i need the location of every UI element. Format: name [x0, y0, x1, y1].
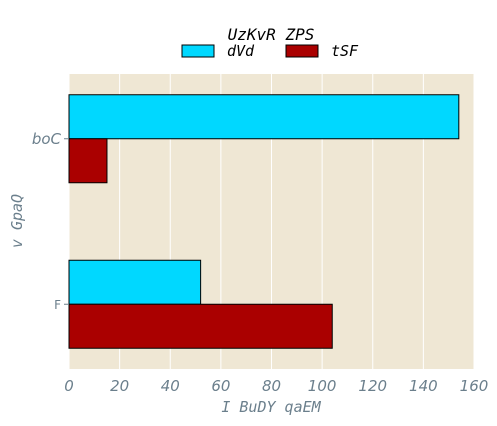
x-tick-labels: 0 20 40 60 80 100 120 140 160 [64, 377, 488, 395]
legend-label-dvd: dVd [227, 42, 255, 60]
bar-tsf-f [68, 303, 333, 349]
x-tick-label: 160 [460, 377, 489, 395]
legend: dVd tSF [181, 42, 359, 60]
x-tick-label: 40 [161, 377, 180, 395]
x-tick-label: 60 [211, 377, 230, 395]
legend-label-tsf: tSF [331, 42, 359, 60]
x-tick-label: 140 [409, 377, 438, 395]
legend-swatch-tsf [285, 44, 319, 58]
x-tick-label: 0 [64, 377, 74, 395]
y-tick-labels: boC F [32, 130, 69, 312]
bar-dvd-boc [68, 94, 460, 140]
chart-title: UzKvR ZPS [228, 25, 315, 44]
x-tick-label: 120 [358, 377, 387, 395]
legend-swatch-dvd [181, 44, 215, 58]
x-tick-label: 80 [262, 377, 281, 395]
y-tick-label: F [54, 298, 61, 312]
bar-tsf-boc [68, 138, 108, 184]
x-tick-label: 20 [110, 377, 129, 395]
bar-dvd-f [68, 259, 202, 305]
y-tick-label: boC [32, 130, 62, 148]
bars [68, 94, 460, 349]
x-axis-label: I BuDY qaEM [221, 398, 321, 416]
y-axis-label: v GpaQ [8, 194, 26, 248]
x-tick-label: 100 [308, 377, 337, 395]
